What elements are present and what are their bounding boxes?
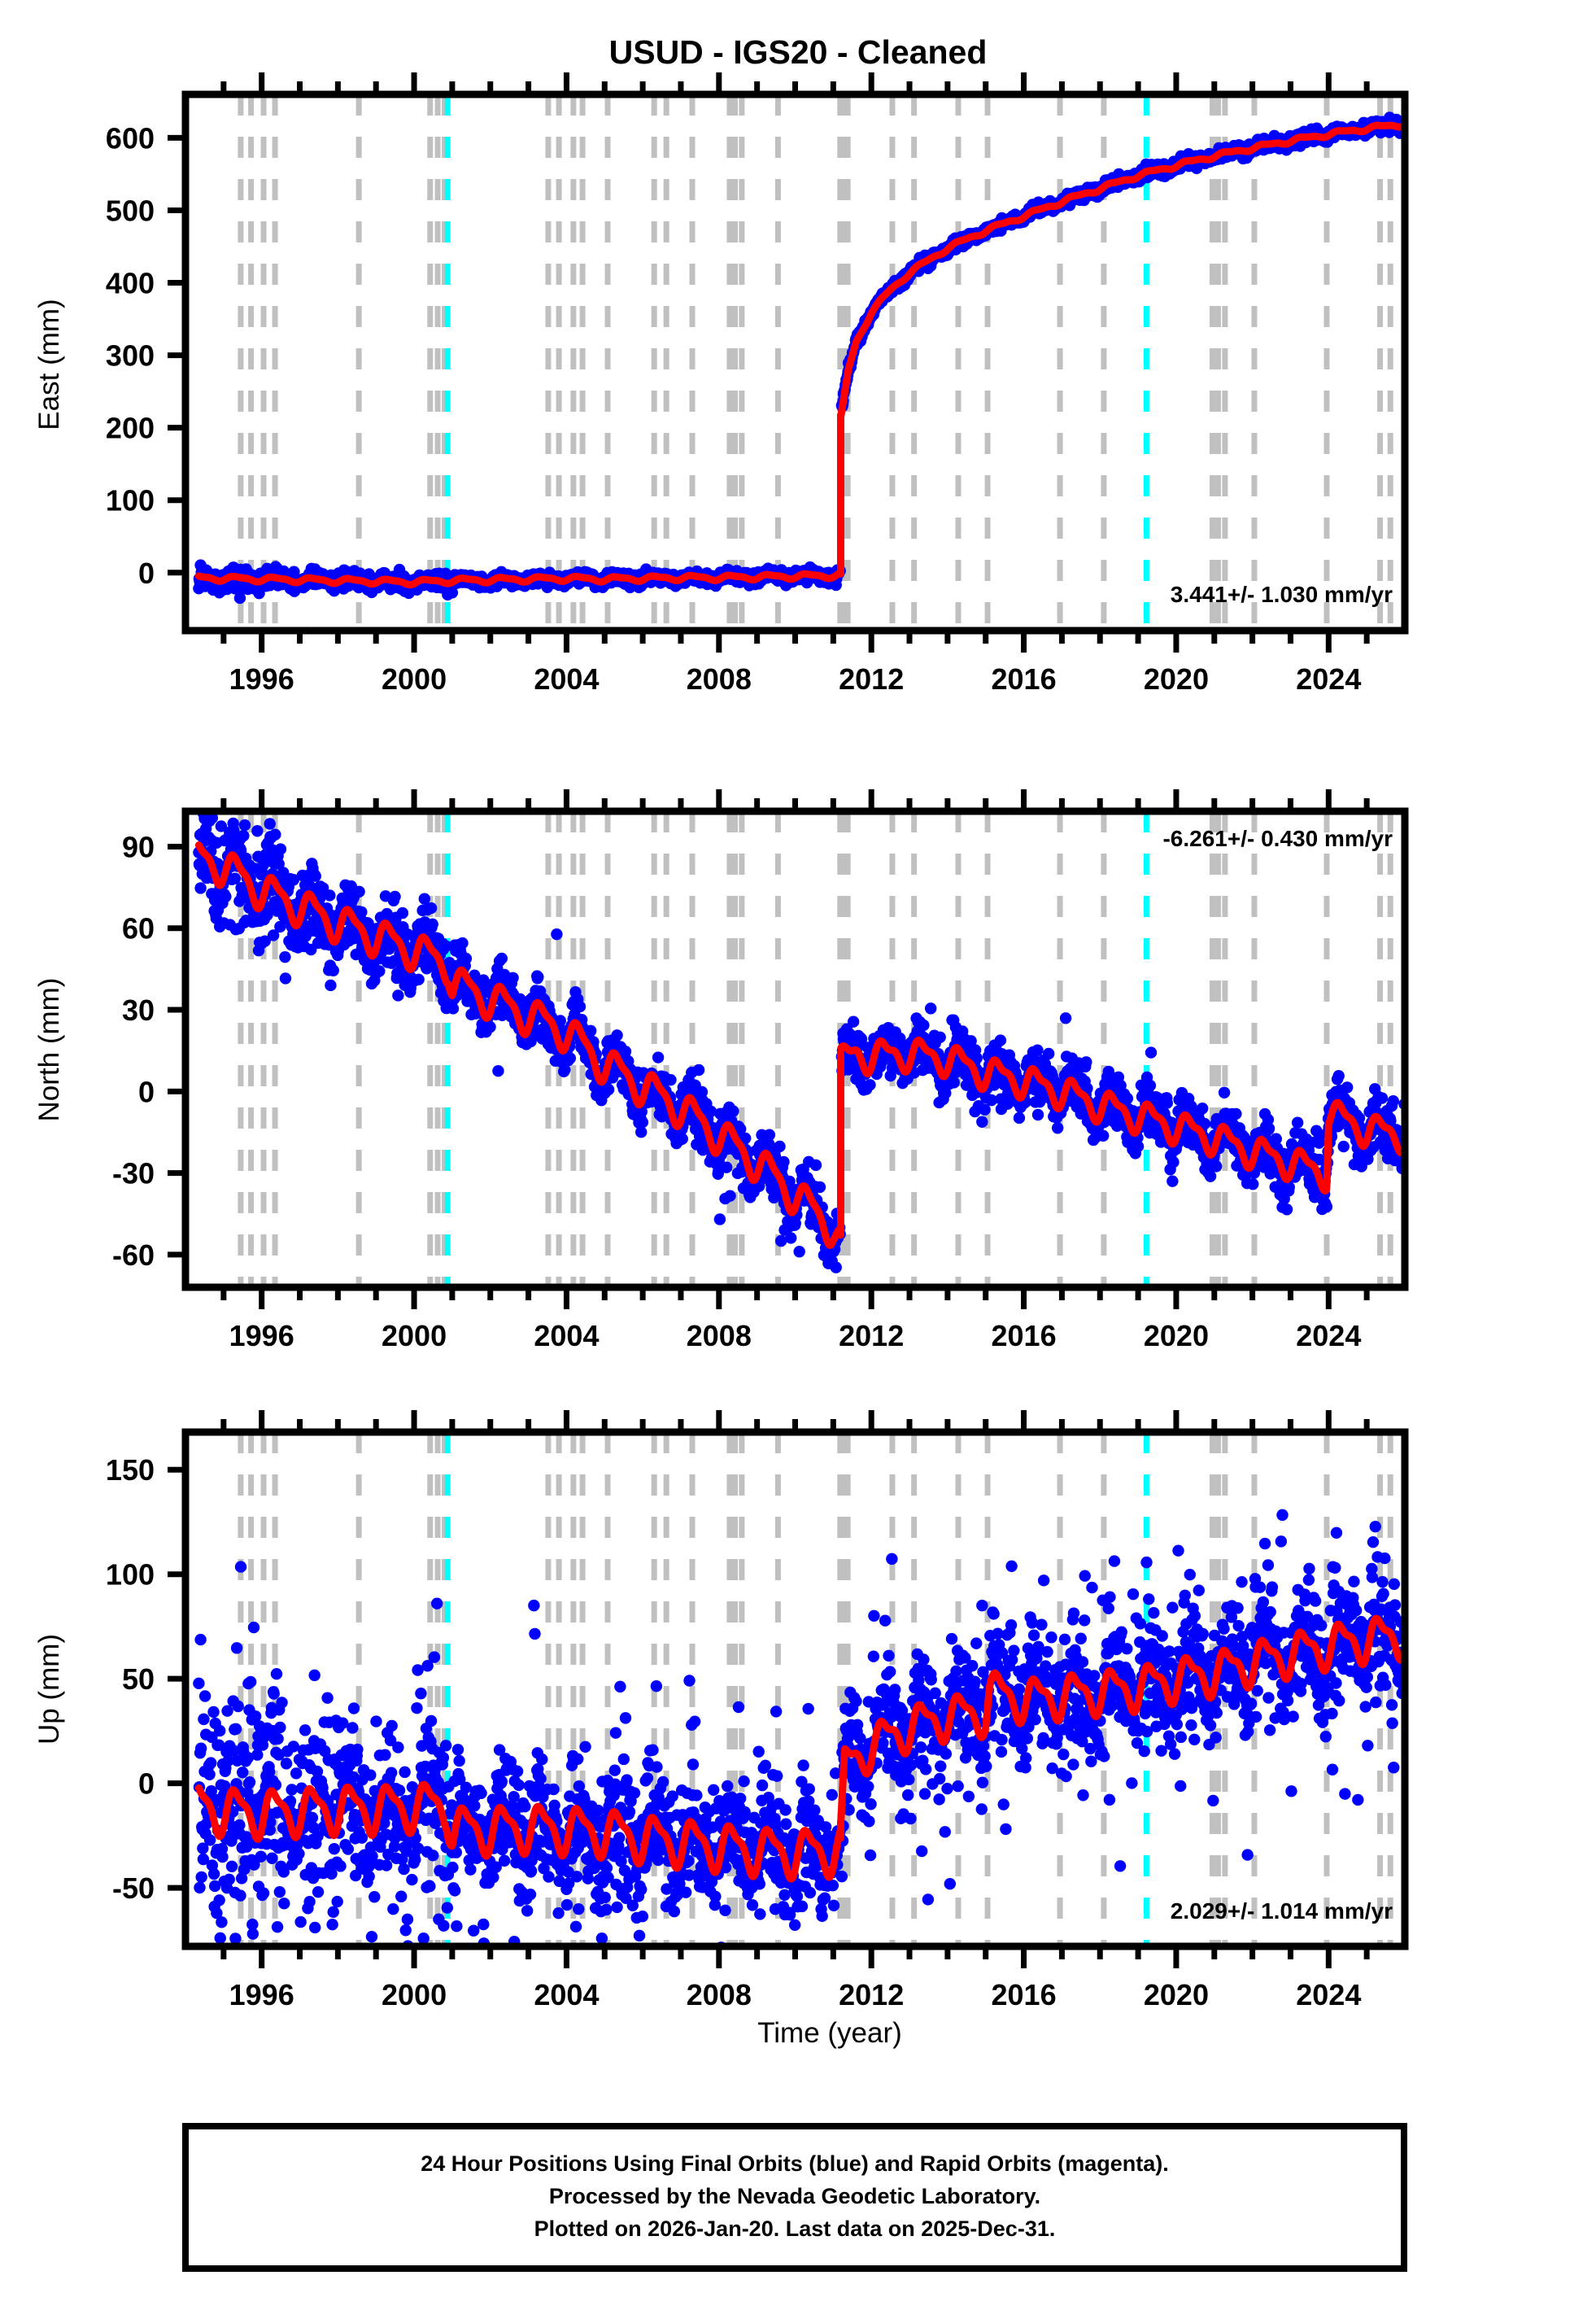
plot-area-north	[193, 811, 1405, 1287]
x-tick-label: 2004	[534, 1319, 599, 1352]
x-tick-label: 2000	[382, 1978, 447, 2011]
x-tick-label: 2008	[687, 1319, 752, 1352]
y-axis-label-north: North (mm)	[33, 978, 65, 1122]
caption-line-2: Processed by the Nevada Geodetic Laborat…	[549, 2184, 1040, 2208]
y-axis-label-east: East (mm)	[33, 299, 65, 430]
y-tick-label: -60	[112, 1238, 155, 1272]
x-tick-label: 2008	[687, 662, 752, 696]
y-tick-label: 500	[106, 194, 155, 227]
y-tick-label: 90	[122, 830, 155, 863]
plot-area-up	[193, 1432, 1405, 1946]
x-tick-label: 2024	[1296, 1319, 1361, 1352]
x-tick-label: 2000	[382, 1319, 447, 1352]
y-tick-label: 60	[122, 912, 155, 946]
x-tick-label: 2012	[839, 1319, 904, 1352]
x-tick-label: 2012	[839, 662, 904, 696]
x-axis-east: 1996 2000 2004 2008 2012 2016 2020 2024	[220, 72, 1370, 696]
rate-annotation-north: -6.261+/- 0.430 mm/yr	[1162, 826, 1393, 851]
panel-north: -60 -30 0 30 60 90 North (mm) 1996 2000 2004 2008 2…	[33, 789, 1409, 1352]
y-tick-label: 100	[106, 1558, 155, 1592]
y-tick-label: 200	[106, 412, 155, 445]
x-tick-label: 1996	[229, 1319, 294, 1352]
model-fit-line-up	[194, 1614, 1405, 1883]
x-axis-label: Time (year)	[757, 2017, 902, 2049]
plot-area-east	[193, 94, 1405, 631]
caption-line-3: Plotted on 2026-Jan-20. Last data on 202…	[534, 2216, 1056, 2241]
x-tick-label: 2004	[534, 662, 599, 696]
model-fit-line-north	[194, 841, 1405, 1249]
x-tick-label: 2008	[687, 1978, 752, 2011]
y-axis-north: -60 -30 0 30 60 90	[112, 830, 185, 1272]
x-tick-label: 2016	[992, 1319, 1057, 1352]
x-tick-label: 2016	[992, 1978, 1057, 2011]
x-axis-north: 1996 2000 2004 2008 2012 2016 2020 2024	[220, 789, 1370, 1352]
y-tick-label: -30	[112, 1157, 155, 1190]
x-tick-label: 2012	[839, 1978, 904, 2011]
model-fit-line-east	[194, 121, 1405, 589]
x-tick-label: 2004	[534, 1978, 599, 2011]
y-tick-label: 300	[106, 339, 155, 373]
y-tick-label: 100	[106, 484, 155, 518]
caption-line-1: 24 Hour Positions Using Final Orbits (bl…	[421, 2151, 1169, 2176]
y-tick-label: 400	[106, 267, 155, 300]
y-tick-label: 0	[138, 1767, 155, 1801]
y-tick-label: 0	[138, 557, 155, 590]
y-axis-east: 0 100 200 300 400 500 600	[106, 121, 185, 590]
y-axis-label-up: Up (mm)	[33, 1634, 65, 1745]
rate-annotation-east: 3.441+/- 1.030 mm/yr	[1171, 582, 1393, 607]
x-tick-label: 1996	[229, 1978, 294, 2011]
y-tick-label: 30	[122, 994, 155, 1027]
y-tick-label: 50	[122, 1662, 155, 1696]
x-tick-label: 2016	[992, 662, 1057, 696]
x-axis-up: 1996 2000 2004 2008 2012 2016 2020 2024	[220, 1410, 1370, 2011]
x-tick-label: 2024	[1296, 662, 1361, 696]
x-tick-label: 2000	[382, 662, 447, 696]
panel-east: 0 100 200 300 400 500 600 East (mm) 1996 2000 2004…	[33, 72, 1409, 696]
y-tick-label: 150	[106, 1453, 155, 1487]
y-tick-label: -50	[112, 1871, 155, 1905]
y-tick-label: 0	[138, 1075, 155, 1108]
panel-up: -50 0 50 100 150 Up (mm) 1996 2000 2004 2008 2012 2…	[33, 1410, 1409, 2011]
caption-box: 24 Hour Positions Using Final Orbits (bl…	[182, 2123, 1407, 2272]
caption-box-border	[182, 2123, 1407, 2272]
page-title: USUD - IGS20 - Cleaned	[609, 33, 988, 71]
x-tick-label: 2020	[1144, 1319, 1209, 1352]
x-tick-label: 2020	[1144, 662, 1209, 696]
y-tick-label: 600	[106, 121, 155, 155]
rate-annotation-up: 2.029+/- 1.014 mm/yr	[1171, 1898, 1393, 1924]
y-axis-up: -50 0 50 100 150	[106, 1453, 185, 1905]
x-tick-label: 2024	[1296, 1978, 1361, 2011]
x-tick-label: 1996	[229, 662, 294, 696]
x-tick-label: 2020	[1144, 1978, 1209, 2011]
